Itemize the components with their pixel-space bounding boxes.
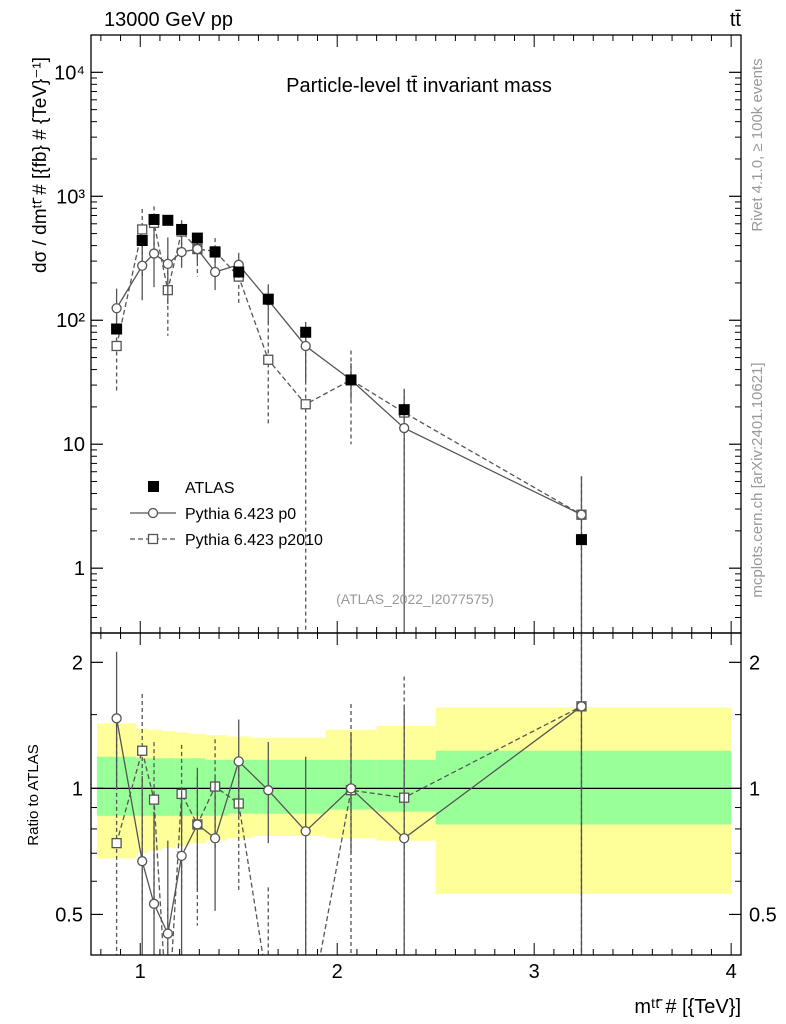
main-atlas-point	[191, 232, 203, 244]
main-panel: 1 10 10² 10³ 10⁴	[54, 34, 742, 634]
legend-p0-label: Pythia 6.423 p0	[185, 506, 296, 523]
ratio-band-inner	[435, 750, 732, 825]
main-atlas-point	[162, 214, 174, 226]
ratio-p0-point	[209, 833, 221, 844]
ratio-p2010-point	[137, 745, 148, 756]
main-atlas-point	[233, 266, 245, 278]
ratio-p0-point	[300, 826, 311, 837]
ratio-p0-point	[162, 928, 173, 939]
x-axis-label: mᵗᵗ̄ # [{TeV}]	[634, 996, 741, 1018]
main-y-tick-label: 1	[74, 558, 85, 580]
main-atlas-point	[176, 223, 188, 235]
ratio-y-tick-label-right: 1	[749, 778, 760, 800]
main-y-tick-label: 10³	[56, 186, 85, 208]
main-p2010-point	[263, 354, 274, 365]
ratio-y-tick-label-left: 1	[72, 778, 83, 800]
ratio-band-inner	[175, 758, 190, 816]
main-atlas-point	[300, 326, 312, 338]
ratio-panel: 0.5 0.5 1 1 2 2 1 2 3 4	[55, 632, 777, 983]
ratio-p0-point	[111, 713, 122, 724]
ratio-y-tick-label-right: 0.5	[749, 904, 777, 926]
main-p0-point	[300, 340, 311, 352]
main-p2010-point	[137, 224, 148, 235]
main-p0-point	[192, 243, 203, 255]
main-p0-point	[162, 258, 173, 270]
main-y-axis-label: dσ / dmᵗᵗ̄ # [{fb} # {TeV}⁻¹]	[30, 57, 51, 273]
main-p0-point	[209, 266, 221, 278]
main-p0-point	[576, 509, 587, 520]
ratio-band-inner	[376, 759, 436, 812]
ratio-y-tick-label-left: 2	[72, 652, 83, 674]
main-p2010-line	[115, 221, 582, 516]
ratio-y-tick-label-right: 2	[749, 652, 760, 674]
energy-label: 13000 GeV pp	[104, 9, 233, 31]
main-atlas-point	[209, 246, 221, 258]
mcplots-label: mcplots.cern.ch [arXiv:2401.10621]	[749, 362, 766, 597]
ratio-p0-point	[263, 785, 274, 796]
ratio-p0-point	[345, 783, 357, 794]
ratio-p0-point	[576, 701, 587, 712]
ratio-y-tick-label-left: 0.5	[55, 904, 83, 926]
main-y-tick-label: 10²	[56, 310, 85, 332]
ratio-band-inner	[161, 758, 176, 816]
legend-p0-marker	[147, 507, 159, 519]
ratio-p0-point	[233, 756, 244, 767]
main-p0-point	[111, 303, 122, 314]
ratio-y-axis-label: Ratio to ATLAS	[25, 744, 42, 845]
main-title: Particle-level tt̄ invariant mass	[286, 75, 552, 97]
ratio-p2010-point	[148, 794, 160, 805]
main-atlas-point	[111, 323, 123, 335]
analysis-label: (ATLAS_2022_I2077575)	[336, 591, 494, 607]
main-p0-point	[137, 260, 148, 271]
rivet-version-label: Rivet 4.1.0, ≥ 100k events	[749, 58, 766, 231]
main-y-tick-label: 10⁴	[54, 62, 85, 84]
main-atlas-point	[345, 374, 357, 386]
main-p0-point	[148, 248, 160, 259]
main-y-tick-label: 10	[63, 434, 85, 456]
main-atlas-point	[575, 534, 587, 546]
main-p2010-point	[300, 399, 311, 410]
x-tick-label: 3	[529, 961, 540, 983]
main-atlas-point	[136, 234, 148, 246]
main-atlas-point	[148, 213, 160, 225]
x-tick-label: 4	[726, 961, 737, 983]
ratio-p0-point	[176, 850, 187, 862]
process-label: tt̄	[730, 9, 742, 31]
ratio-p0-point	[137, 856, 148, 867]
ratio-p0-point	[192, 819, 203, 830]
main-p2010-point	[111, 340, 122, 352]
ratio-p0-point	[399, 833, 410, 844]
legend-atlas-marker	[148, 481, 159, 492]
legend-p2010-label: Pythia 6.423 p2010	[185, 532, 323, 549]
legend-atlas-label: ATLAS	[185, 480, 235, 497]
main-p0-point	[399, 422, 410, 434]
main-p0-point	[176, 246, 187, 258]
x-tick-label: 2	[332, 961, 343, 983]
legend-p2010-marker	[147, 533, 159, 545]
legend: ATLAS Pythia 6.423 p0 Pythia 6.423 p2010	[130, 480, 323, 549]
x-tick-label: 1	[135, 961, 146, 983]
main-atlas-point	[398, 404, 410, 416]
main-atlas-point	[262, 293, 274, 305]
ratio-p0-point	[148, 898, 160, 909]
ratio-p2010-point	[111, 837, 122, 849]
